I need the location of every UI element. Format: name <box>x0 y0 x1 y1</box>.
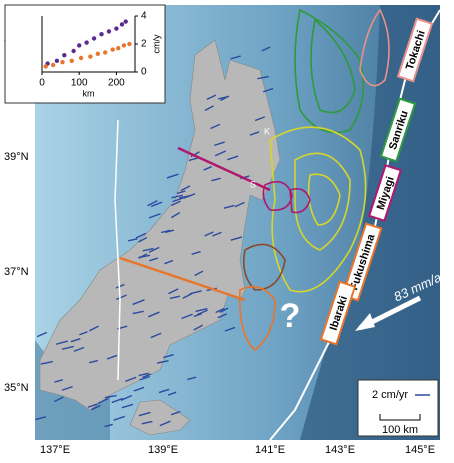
lat-label: 39°N <box>4 151 29 163</box>
x-tick-label: 0 <box>39 78 45 89</box>
inset-point <box>122 43 126 47</box>
x-tick-label: 100 <box>71 78 88 89</box>
inset-point <box>51 63 55 67</box>
lon-label: 145°E <box>405 444 435 456</box>
y-tick-label: 4 <box>141 11 147 22</box>
inset-point <box>110 47 114 51</box>
unknown-mark: ? <box>280 297 301 335</box>
legend-velocity: 2 cm/yr <box>372 389 408 401</box>
inset-point <box>55 59 59 63</box>
inset-point <box>116 46 120 50</box>
inset-point <box>127 42 131 46</box>
inset-point <box>84 40 88 44</box>
inset-point <box>120 22 124 26</box>
inset-point <box>79 56 83 60</box>
inset-point <box>70 59 74 63</box>
inset-point <box>44 64 48 68</box>
inset-point <box>62 53 66 57</box>
lon-label: 143°E <box>325 444 355 456</box>
x-axis-label: km <box>83 88 95 98</box>
inset-point <box>92 36 96 40</box>
y-axis-label: cm/y <box>151 34 161 53</box>
inset-point <box>71 49 75 53</box>
inset-point <box>107 29 111 33</box>
inset-point <box>124 19 128 23</box>
lat-label: 35°N <box>4 382 29 394</box>
inset-point <box>60 60 64 64</box>
scale-label: 100 km <box>382 424 418 436</box>
inset-point <box>114 26 118 30</box>
lat-label: 37°N <box>4 266 29 278</box>
lon-label: 139°E <box>148 444 178 456</box>
inset-point <box>96 52 100 56</box>
lon-label: 141°E <box>255 444 285 456</box>
x-tick-label: 200 <box>108 78 125 89</box>
lon-label: 137°E <box>40 444 70 456</box>
site-label: K <box>264 126 270 136</box>
y-tick-label: 2 <box>141 39 147 50</box>
y-tick-label: 0 <box>141 67 147 78</box>
site-label: S <box>250 179 256 189</box>
inset-point <box>77 43 81 47</box>
inset-point <box>88 54 92 58</box>
inset-point <box>99 32 103 36</box>
map-figure: 83 mm/a ? K S TokachiSanrikuMiyagiFukush… <box>0 0 454 458</box>
inset-point <box>103 50 107 54</box>
